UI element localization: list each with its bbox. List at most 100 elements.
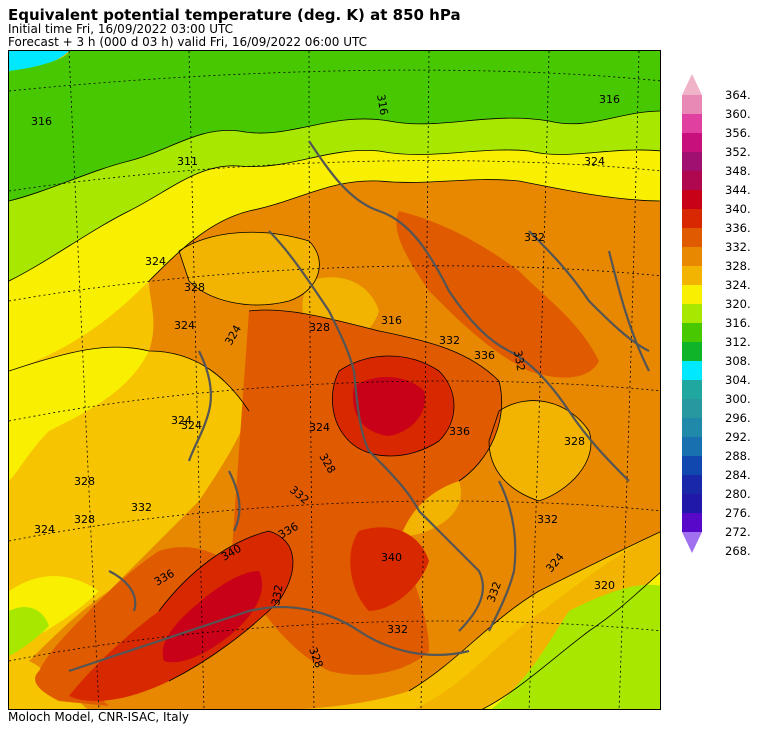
colorbar-swatch <box>682 380 702 399</box>
initial-time-label: Initial time Fri, 16/09/2022 03:00 UTC <box>8 22 234 36</box>
contour-label: 311 <box>177 155 198 168</box>
region-324-c <box>489 400 591 501</box>
contour-label: 320 <box>594 579 615 592</box>
contour-label: 328 <box>309 321 330 334</box>
contour-label: 332 <box>387 623 408 636</box>
colorbar-swatch <box>682 247 702 266</box>
region-320 <box>9 149 660 371</box>
colorbar-swatch <box>682 323 702 342</box>
contour-label: 328 <box>564 435 585 448</box>
contour-label: 336 <box>474 349 495 362</box>
contour-label: 324 <box>181 419 202 432</box>
region-312 <box>9 51 660 201</box>
colorbar-swatch <box>682 190 702 209</box>
contour-label: 324 <box>34 523 55 536</box>
region-336-s <box>69 531 293 701</box>
coastlines <box>68 140 650 673</box>
region-316 <box>9 111 660 281</box>
colorbar-swatch <box>682 133 702 152</box>
colorbar-swatch <box>682 74 702 95</box>
colorbar-swatch <box>682 171 702 190</box>
contour-label: 316 <box>31 115 52 128</box>
contour-label: 332 <box>524 231 545 244</box>
contour-label: 332 <box>131 501 152 514</box>
contour-label: 340 <box>381 551 402 564</box>
colorbar-swatches <box>682 74 702 553</box>
contour-label: 324 <box>145 255 166 268</box>
colorbar-swatch <box>682 228 702 247</box>
contour-label: 324 <box>174 319 195 332</box>
contour-label: 324 <box>171 414 192 427</box>
region-340 <box>353 376 425 436</box>
colorbar-swatch <box>682 95 702 114</box>
colorbar-label: 348. <box>725 164 751 178</box>
contour-label: 316 <box>599 93 620 106</box>
contour-label: 316 <box>374 93 390 116</box>
colorbar-swatch <box>682 475 702 494</box>
colorbar-swatch <box>682 285 702 304</box>
region-308 <box>9 51 69 73</box>
colorbar-swatch <box>682 361 702 380</box>
contour-label: 316 <box>381 314 402 327</box>
colorbar-swatch <box>682 209 702 228</box>
colorbar-swatch <box>682 266 702 285</box>
colorbar-swatch <box>682 418 702 437</box>
contour-label: 332 <box>269 584 285 607</box>
colorbar-label: 332. <box>725 240 751 254</box>
colorbar-label: 352. <box>725 145 751 159</box>
contour-label: 328 <box>74 475 95 488</box>
forecast-map: 316 311 316 316 324 324 328 324 324 324 … <box>8 50 661 710</box>
region-340-s <box>162 571 263 663</box>
contours <box>9 110 660 709</box>
colorbar-label: 272. <box>725 525 751 539</box>
colorbar-label: 304. <box>725 373 751 387</box>
contour-label: 336 <box>449 425 470 438</box>
contour-label: 332 <box>511 349 527 372</box>
colorbar-label: 308. <box>725 354 751 368</box>
map-canvas: 316 311 316 316 324 324 328 324 324 324 … <box>9 51 660 709</box>
region-320-w <box>9 347 149 481</box>
colorbar-swatch <box>682 152 702 171</box>
contour-label: 324 <box>309 421 330 434</box>
contour-label: 332 <box>439 334 460 347</box>
contour-label: 332 <box>537 513 558 526</box>
contour-label: 328 <box>184 281 205 294</box>
colorbar-label: 280. <box>725 487 751 501</box>
contour-label: 328 <box>74 513 95 526</box>
colorbar-label: 300. <box>725 392 751 406</box>
colorbar-label: 320. <box>725 297 751 311</box>
colorbar-label: 328. <box>725 259 751 273</box>
colorbar-swatch <box>682 456 702 475</box>
colorbar: 364. 360. 356. 352. 348. 344. 340. 336. 332. 328.… <box>678 50 760 710</box>
colorbar-label: 336. <box>725 221 751 235</box>
colorbar-swatch <box>682 399 702 418</box>
colorbar-swatch <box>682 532 702 553</box>
colorbar-swatch <box>682 494 702 513</box>
colorbar-label: 364. <box>725 88 751 102</box>
region-332-ne <box>396 211 599 378</box>
region-324-a <box>179 232 320 305</box>
map-title: Equivalent potential temperature (deg. K… <box>8 6 461 24</box>
colorbar-label: 316. <box>725 316 751 330</box>
forecast-time-label: Forecast + 3 h (000 d 03 h) valid Fri, 1… <box>8 35 367 49</box>
colorbar-label: 356. <box>725 126 751 140</box>
colorbar-label: 268. <box>725 544 751 558</box>
colorbar-label: 324. <box>725 278 751 292</box>
region-336-se <box>350 527 429 611</box>
region-316-sw <box>9 606 49 656</box>
colorbar-label: 344. <box>725 183 751 197</box>
colorbar-swatch <box>682 114 702 133</box>
colorbar-label: 312. <box>725 335 751 349</box>
colorbar-label: 296. <box>725 411 751 425</box>
graticule <box>9 51 660 709</box>
colorbar-label: 284. <box>725 468 751 482</box>
colorbar-swatch <box>682 304 702 323</box>
colorbar-swatch <box>682 342 702 361</box>
colorbar-label: 288. <box>725 449 751 463</box>
colorbar-swatch <box>682 513 702 532</box>
region-316-se <box>491 584 660 709</box>
colorbar-label: 340. <box>725 202 751 216</box>
colorbar-label: 360. <box>725 107 751 121</box>
colorbar-label: 276. <box>725 506 751 520</box>
model-credit: Moloch Model, CNR-ISAC, Italy <box>8 710 190 724</box>
